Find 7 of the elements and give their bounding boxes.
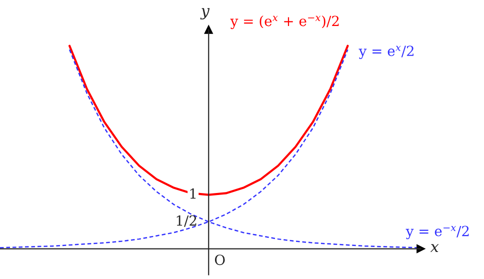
annotation: O xyxy=(214,254,225,266)
series-label: y = e$^{x}$/2 xyxy=(358,46,414,60)
series-label: y = (e$^{x}$ + e$^{−x}$)/2 xyxy=(230,15,339,30)
x-axis-title: x xyxy=(430,244,439,252)
y-axis-title: y xyxy=(200,8,210,20)
y-tick-label: 1/2 xyxy=(176,215,196,227)
series-label: y = e$^{−x}$/2 xyxy=(406,226,469,240)
